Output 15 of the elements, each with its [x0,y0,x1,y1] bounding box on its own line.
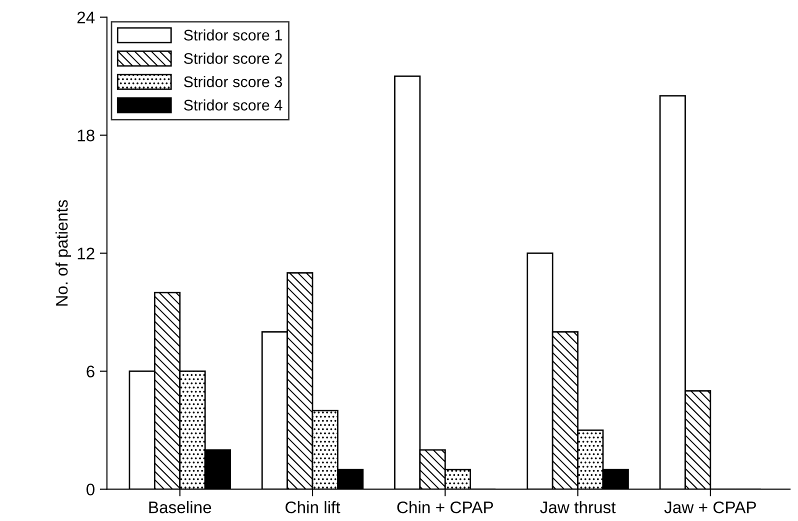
y-tick-label: 6 [86,366,94,378]
legend-label: Stridor score 2 [184,52,282,64]
x-tick-label: Jaw + CPAP [664,501,756,514]
x-tick-label: Jaw thrust [540,501,616,514]
x-tick-label: Baseline [149,501,212,514]
legend-label: Stridor score 1 [184,29,282,41]
x-tick-label: Chin + CPAP [397,501,493,514]
x-tick-label: Chin lift [286,501,340,514]
y-axis-title: No. of patients [56,200,72,306]
legend-label: Stridor score 3 [184,76,282,88]
y-tick-label: 18 [78,130,94,142]
y-tick-label: 0 [86,484,94,496]
legend-label: Stridor score 4 [184,99,282,111]
y-tick-label: 12 [78,248,94,260]
y-tick-label: 24 [77,12,95,24]
